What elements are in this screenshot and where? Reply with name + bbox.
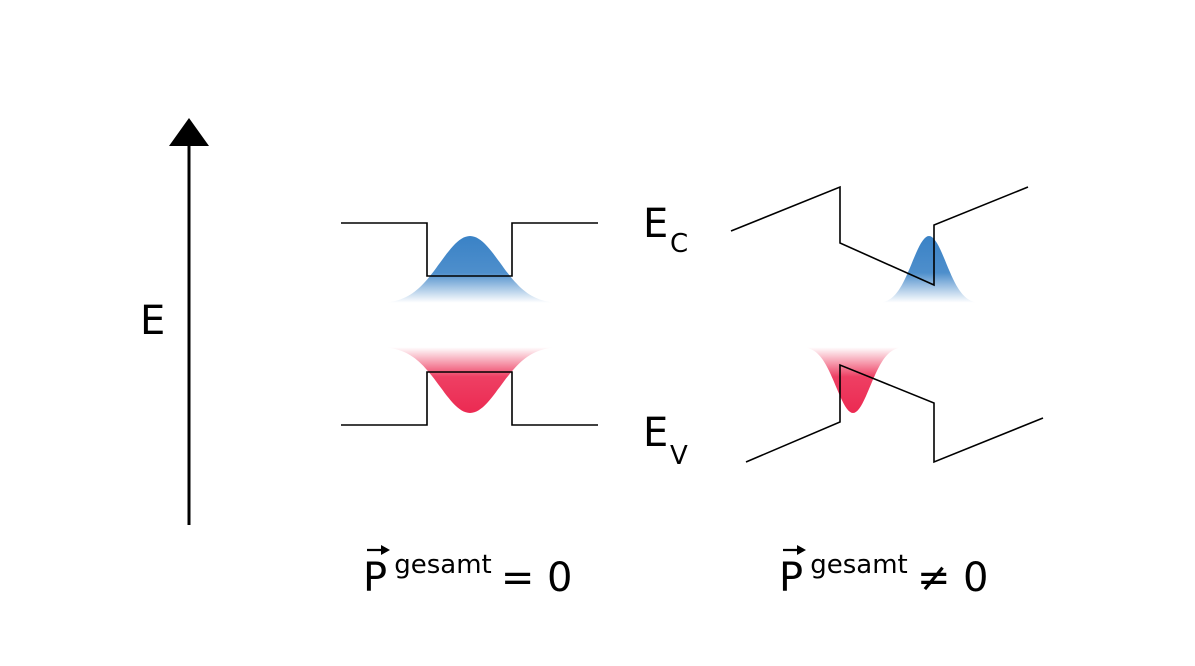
right-vector-arrowhead [797,545,806,555]
right-formula-symbol: P [779,555,803,601]
right-formula-superscript: gesamt [810,550,908,580]
right-hole-distribution [805,347,901,413]
left-formula-relation: = 0 [501,555,573,601]
right-formula-text: P gesamt ≠ 0 [779,550,989,601]
conduction-band-label-main: E [643,201,668,247]
left-vector-arrowhead [381,545,390,555]
conduction-band-label-sub: C [670,229,688,259]
right-panel [730,185,1044,464]
left-valence-band-edge [341,371,598,426]
valence-band-label: E V [643,410,688,471]
right-conduction-band-edge [730,185,1029,287]
energy-axis-label: E [140,298,165,344]
valence-band-label-main: E [643,410,668,456]
right-valence-band-edge [745,363,1044,464]
left-formula: P gesamt = 0 [363,545,573,601]
energy-axis-arrowhead [169,118,209,146]
right-formula: P gesamt ≠ 0 [779,545,989,601]
left-panel [341,222,598,426]
left-formula-text: P gesamt = 0 [363,550,573,601]
left-formula-superscript: gesamt [394,550,492,580]
left-electron-distribution [385,236,555,303]
band-labels: E C E V [643,201,688,471]
left-conduction-band-edge [341,222,598,277]
left-hole-distribution [385,347,555,413]
left-formula-symbol: P [363,555,387,601]
conduction-band-label: E C [643,201,688,259]
right-formula-relation: ≠ 0 [917,555,989,601]
valence-band-label-sub: V [670,441,688,471]
energy-axis: E [140,118,209,525]
right-electron-distribution [881,236,977,303]
